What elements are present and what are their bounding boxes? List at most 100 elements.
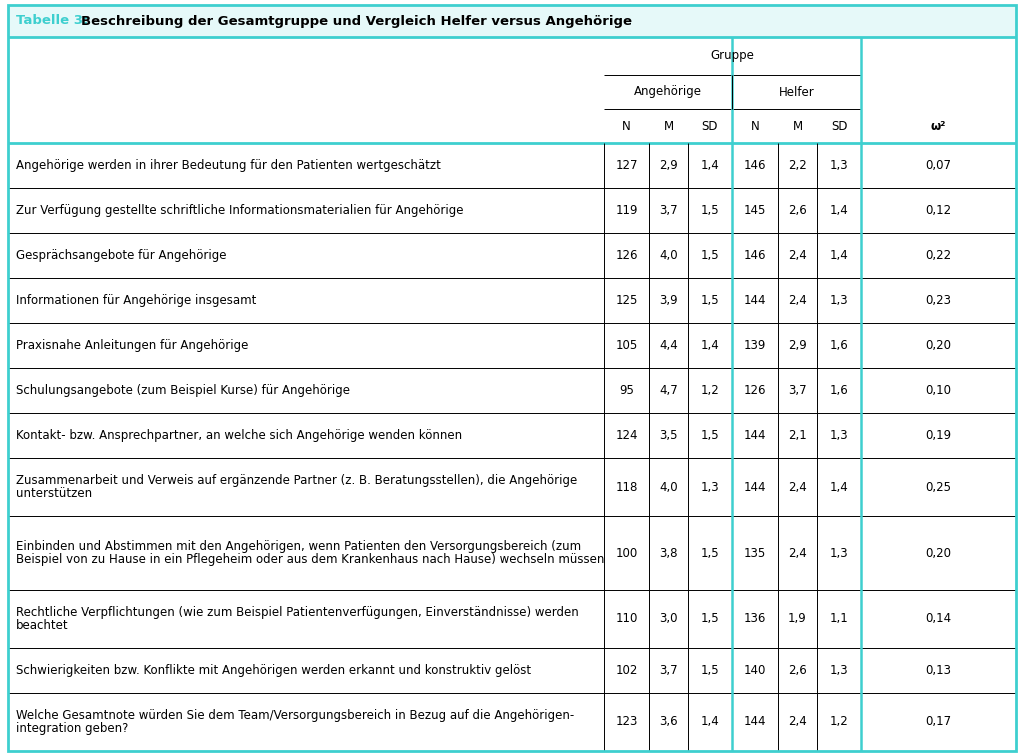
Text: 2,1: 2,1	[788, 429, 807, 442]
Text: 3,9: 3,9	[659, 294, 678, 307]
Text: 0,10: 0,10	[926, 384, 951, 397]
Text: Schwierigkeiten bzw. Konflikte mit Angehörigen werden erkannt und konstruktiv ge: Schwierigkeiten bzw. Konflikte mit Angeh…	[16, 664, 531, 677]
Text: 1,6: 1,6	[829, 384, 848, 397]
Text: Tabelle 3:: Tabelle 3:	[16, 14, 93, 27]
Text: 0,12: 0,12	[926, 204, 951, 217]
Text: 135: 135	[743, 547, 766, 559]
Text: 124: 124	[615, 429, 638, 442]
Text: 118: 118	[615, 481, 638, 494]
Text: Rechtliche Verpflichtungen (wie zum Beispiel Patientenverfügungen, Einverständni: Rechtliche Verpflichtungen (wie zum Beis…	[16, 606, 579, 618]
Text: 1,4: 1,4	[700, 159, 720, 172]
Text: 1,5: 1,5	[700, 547, 719, 559]
Text: 1,5: 1,5	[700, 612, 719, 625]
Text: Informationen für Angehörige insgesamt: Informationen für Angehörige insgesamt	[16, 294, 256, 307]
Text: 102: 102	[615, 664, 638, 677]
Text: 0,07: 0,07	[926, 159, 951, 172]
Text: 3,6: 3,6	[659, 715, 678, 729]
Text: 125: 125	[615, 294, 638, 307]
Text: M: M	[793, 119, 803, 132]
Text: 1,4: 1,4	[700, 339, 720, 352]
Text: 0,20: 0,20	[926, 547, 951, 559]
Text: 146: 146	[743, 249, 766, 262]
Text: Angehörige: Angehörige	[634, 85, 702, 98]
Text: 2,4: 2,4	[788, 481, 807, 494]
Text: 1,5: 1,5	[700, 664, 719, 677]
Text: 4,4: 4,4	[659, 339, 678, 352]
Text: SD: SD	[830, 119, 847, 132]
Text: Zusammenarbeit und Verweis auf ergänzende Partner (z. B. Beratungsstellen), die : Zusammenarbeit und Verweis auf ergänzend…	[16, 474, 578, 488]
Text: 1,1: 1,1	[829, 612, 848, 625]
Text: 123: 123	[615, 715, 638, 729]
Text: 144: 144	[743, 429, 766, 442]
Text: beachtet: beachtet	[16, 618, 69, 632]
Text: 0,13: 0,13	[926, 664, 951, 677]
Text: 1,5: 1,5	[700, 249, 719, 262]
Text: 2,9: 2,9	[788, 339, 807, 352]
Text: N: N	[751, 119, 760, 132]
Text: 1,4: 1,4	[829, 481, 848, 494]
Text: 1,4: 1,4	[700, 715, 720, 729]
Text: 144: 144	[743, 481, 766, 494]
Text: 144: 144	[743, 715, 766, 729]
Text: 4,0: 4,0	[659, 481, 678, 494]
Text: Einbinden und Abstimmen mit den Angehörigen, wenn Patienten den Versorgungsberei: Einbinden und Abstimmen mit den Angehöri…	[16, 540, 582, 553]
Text: 1,3: 1,3	[829, 547, 848, 559]
Text: Gruppe: Gruppe	[711, 49, 755, 63]
Text: Schulungsangebote (zum Beispiel Kurse) für Angehörige: Schulungsangebote (zum Beispiel Kurse) f…	[16, 384, 350, 397]
Text: 0,17: 0,17	[926, 715, 951, 729]
Text: 3,7: 3,7	[659, 204, 678, 217]
Text: 2,6: 2,6	[788, 204, 807, 217]
Text: 2,4: 2,4	[788, 249, 807, 262]
Text: Praxisnahe Anleitungen für Angehörige: Praxisnahe Anleitungen für Angehörige	[16, 339, 249, 352]
Text: 2,4: 2,4	[788, 547, 807, 559]
Text: Beschreibung der Gesamtgruppe und Vergleich Helfer versus Angehörige: Beschreibung der Gesamtgruppe und Vergle…	[81, 14, 632, 27]
Text: 1,3: 1,3	[829, 429, 848, 442]
Text: Welche Gesamtnote würden Sie dem Team/Versorgungsbereich in Bezug auf die Angehö: Welche Gesamtnote würden Sie dem Team/Ve…	[16, 709, 574, 722]
Text: 2,9: 2,9	[659, 159, 678, 172]
Text: 105: 105	[615, 339, 638, 352]
Text: Zur Verfügung gestellte schriftliche Informationsmaterialien für Angehörige: Zur Verfügung gestellte schriftliche Inf…	[16, 204, 464, 217]
Text: 1,3: 1,3	[829, 159, 848, 172]
Text: 2,4: 2,4	[788, 294, 807, 307]
Text: 1,9: 1,9	[788, 612, 807, 625]
Text: Helfer: Helfer	[778, 85, 814, 98]
Text: 95: 95	[620, 384, 634, 397]
Text: 110: 110	[615, 612, 638, 625]
Text: 100: 100	[615, 547, 638, 559]
Text: 0,22: 0,22	[926, 249, 951, 262]
Text: 1,5: 1,5	[700, 429, 719, 442]
Text: 140: 140	[743, 664, 766, 677]
Text: 0,23: 0,23	[926, 294, 951, 307]
Text: ω²: ω²	[931, 119, 946, 132]
Text: 0,25: 0,25	[926, 481, 951, 494]
Text: 3,7: 3,7	[788, 384, 807, 397]
Text: 126: 126	[743, 384, 766, 397]
Text: 144: 144	[743, 294, 766, 307]
Text: 1,5: 1,5	[700, 294, 719, 307]
Text: 1,3: 1,3	[829, 294, 848, 307]
Text: 2,6: 2,6	[788, 664, 807, 677]
Text: 146: 146	[743, 159, 766, 172]
Bar	[8, 5, 1016, 37]
Text: 1,4: 1,4	[829, 204, 848, 217]
Text: 2,2: 2,2	[788, 159, 807, 172]
Text: 4,0: 4,0	[659, 249, 678, 262]
Text: 3,7: 3,7	[659, 664, 678, 677]
Text: 1,5: 1,5	[700, 204, 719, 217]
Text: N: N	[623, 119, 631, 132]
Text: 119: 119	[615, 204, 638, 217]
Text: 1,3: 1,3	[700, 481, 719, 494]
Text: Kontakt- bzw. Ansprechpartner, an welche sich Angehörige wenden können: Kontakt- bzw. Ansprechpartner, an welche…	[16, 429, 462, 442]
Text: 145: 145	[743, 204, 766, 217]
Text: 3,8: 3,8	[659, 547, 678, 559]
Text: M: M	[664, 119, 674, 132]
Text: 3,5: 3,5	[659, 429, 678, 442]
Text: 139: 139	[743, 339, 766, 352]
Text: 136: 136	[743, 612, 766, 625]
Text: 4,7: 4,7	[659, 384, 678, 397]
Text: Beispiel von zu Hause in ein Pflegeheim oder aus dem Krankenhaus nach Hause) wec: Beispiel von zu Hause in ein Pflegeheim …	[16, 553, 604, 566]
Text: 1,2: 1,2	[829, 715, 848, 729]
Text: 0,14: 0,14	[926, 612, 951, 625]
Text: 1,3: 1,3	[829, 664, 848, 677]
Text: 1,4: 1,4	[829, 249, 848, 262]
